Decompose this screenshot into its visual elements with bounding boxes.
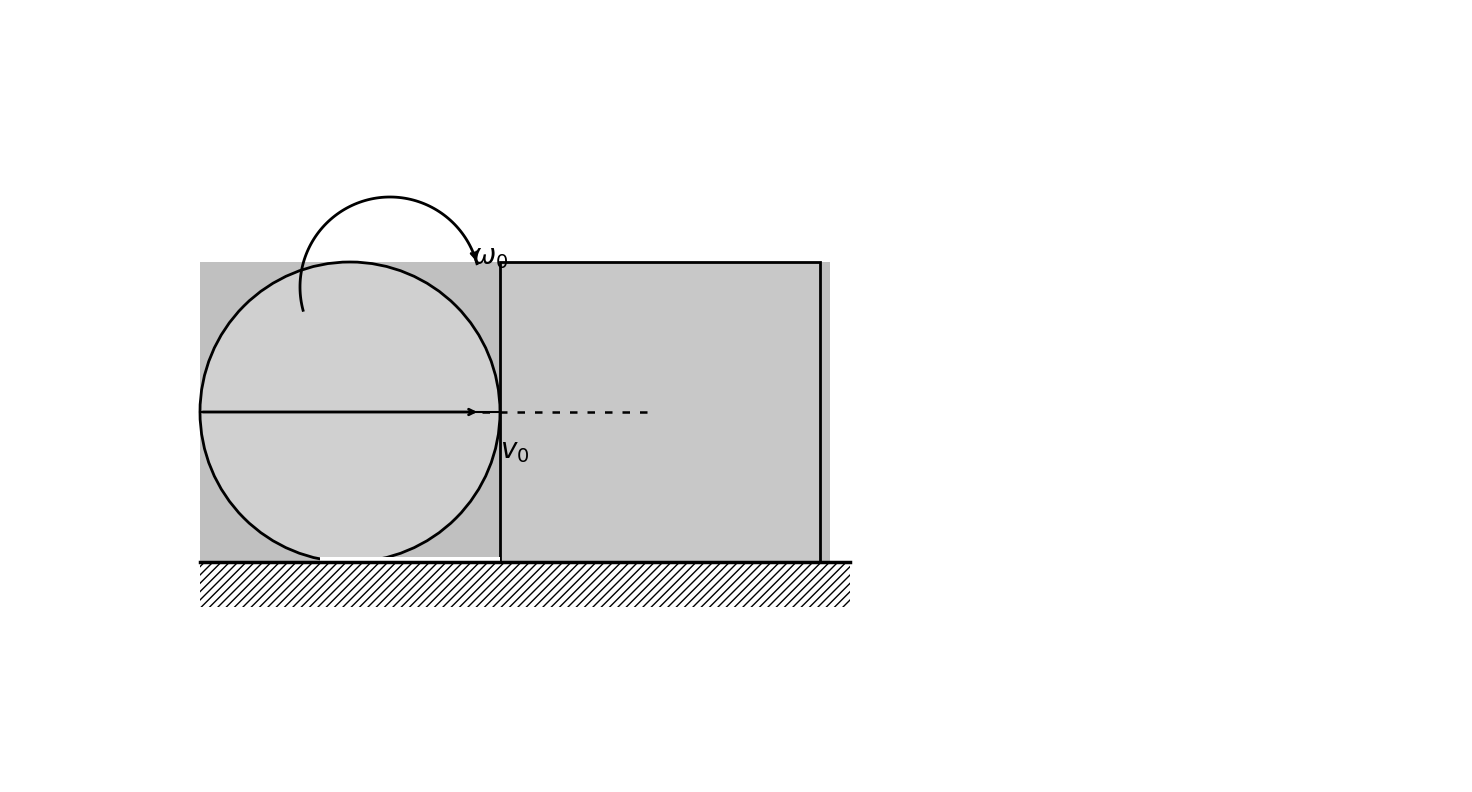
Bar	[319, 557, 500, 562]
Bar	[500, 262, 820, 562]
Bar	[200, 562, 849, 607]
Text: $\omega_0$: $\omega_0$	[473, 243, 508, 271]
Text: $v_0$: $v_0$	[500, 437, 530, 465]
Circle shape	[200, 262, 500, 562]
Bar	[200, 262, 830, 562]
